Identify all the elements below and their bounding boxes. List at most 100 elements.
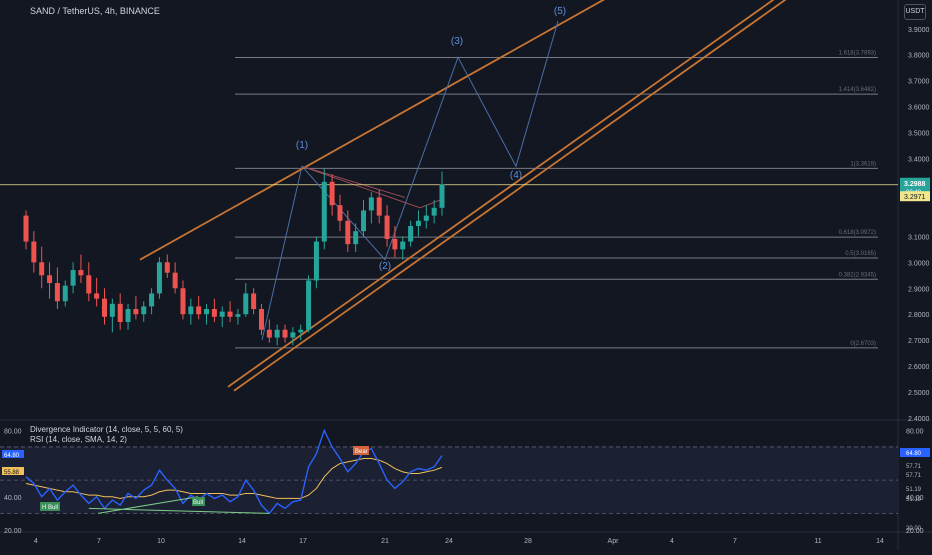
time-tick-label: Apr bbox=[608, 538, 620, 545]
h-bull-marker bbox=[40, 502, 60, 511]
candle-body bbox=[306, 280, 312, 330]
price-tick-label: 2.7000 bbox=[908, 338, 930, 345]
channel-line bbox=[301, 165, 406, 198]
candle-body bbox=[86, 275, 92, 294]
candle-body bbox=[188, 306, 194, 315]
time-tick-label: 10 bbox=[157, 538, 165, 545]
rsi-right-label: 20.00 bbox=[906, 526, 922, 532]
candle-body bbox=[329, 181, 335, 206]
candle-body bbox=[290, 332, 296, 338]
price-tick-label: 3.9000 bbox=[908, 27, 930, 34]
h-bull-label: H Bull bbox=[42, 505, 58, 511]
price-tick-label: 3.4000 bbox=[908, 157, 930, 164]
bear-marker bbox=[353, 446, 369, 455]
candle-body bbox=[415, 220, 421, 226]
candle-body bbox=[125, 309, 131, 322]
candle-body bbox=[141, 306, 147, 315]
candle-body bbox=[361, 210, 367, 232]
candle-body bbox=[101, 298, 107, 317]
fib-level-label: 0.618(3.0972) bbox=[839, 230, 876, 236]
bull-divergence-line bbox=[88, 507, 270, 514]
bull-marker bbox=[192, 497, 205, 506]
divergence-indicator-legend[interactable]: Divergence Indicator (14, close, 5, 5, 6… bbox=[30, 425, 183, 434]
price-tick-label: 2.5000 bbox=[908, 390, 930, 397]
time-tick-label: 24 bbox=[445, 538, 453, 545]
rsi-value-box bbox=[900, 448, 930, 457]
rsi-right-label: 57.71 bbox=[906, 464, 922, 470]
candlestick-series bbox=[23, 168, 445, 346]
price-tick-label: 2.8000 bbox=[908, 312, 930, 319]
rsi-right-label: 57.71 bbox=[906, 473, 922, 479]
channel-line bbox=[419, 199, 441, 209]
time-tick-label: 7 bbox=[97, 538, 101, 545]
elliott-wave[interactable]: (1) (2) (3) (4) (5) bbox=[261, 6, 566, 341]
rsi-left-tick-label: 40.00 bbox=[4, 495, 22, 502]
candle-body bbox=[227, 311, 233, 317]
candle-body bbox=[353, 231, 359, 245]
bull-label: Bull bbox=[193, 500, 203, 506]
candle-body bbox=[47, 275, 53, 284]
candle-body bbox=[31, 241, 37, 263]
channel-line bbox=[301, 165, 421, 209]
time-tick-label: 17 bbox=[299, 538, 307, 545]
candle-body bbox=[376, 197, 382, 216]
fib-level-label: 1(3.3619) bbox=[850, 161, 876, 167]
price-tick-label: 3.0000 bbox=[908, 260, 930, 267]
rsi-legend[interactable]: RSI (14, close, SMA, 14, 2) bbox=[30, 435, 127, 444]
time-tick-label: 28 bbox=[524, 538, 532, 545]
price-tick-label: 2.9000 bbox=[908, 286, 930, 293]
current-price-label: 3.2988 bbox=[904, 181, 926, 188]
symbol-legend[interactable]: SAND / TetherUS, 4h, BINANCE bbox=[30, 6, 160, 16]
price-tick-label: 2.4000 bbox=[908, 416, 930, 423]
candle-body bbox=[180, 288, 186, 315]
candle-body bbox=[94, 293, 100, 299]
rsi-right-label: 51.19 bbox=[906, 487, 922, 493]
candle-body bbox=[298, 329, 304, 333]
price-channel[interactable] bbox=[0, 0, 898, 392]
rsi-right-label: 64.80 bbox=[906, 451, 922, 457]
axes: 3.90003.80003.70003.60003.50003.40003.30… bbox=[2, 27, 930, 545]
candle-body bbox=[117, 303, 123, 322]
price-tick-label: 2.6000 bbox=[908, 364, 930, 371]
candle-body bbox=[204, 309, 210, 315]
candle-body bbox=[321, 181, 327, 242]
currency-badge[interactable]: USDT bbox=[904, 4, 926, 20]
candle-body bbox=[251, 293, 257, 310]
fib-level-label: 0.382(2.9345) bbox=[839, 272, 876, 278]
price-label-2: 3.2971 bbox=[904, 194, 926, 201]
wave-path bbox=[261, 20, 559, 341]
bull-divergence-line-2 bbox=[97, 496, 199, 514]
candle-body bbox=[266, 329, 272, 338]
time-tick-label: 21 bbox=[381, 538, 389, 545]
fib-level-label: 1.618(3.7893) bbox=[839, 50, 876, 56]
candle-body bbox=[368, 197, 374, 211]
rsi-ma-line bbox=[25, 458, 443, 499]
rsi-right-label: 51.19 bbox=[906, 497, 922, 503]
rsi-pane: H Bull Bull Bear bbox=[0, 428, 898, 515]
fibonacci-retracement[interactable]: 1.618(3.7893) 1.414(3.6482) 1(3.3619) 0.618… bbox=[235, 50, 878, 349]
price-tick-label: 3.7000 bbox=[908, 79, 930, 86]
candle-body bbox=[196, 306, 202, 315]
candle-body bbox=[109, 303, 115, 317]
fib-level-label: 0.5(3.0165) bbox=[845, 251, 876, 257]
rsi-tick-label: 80.00 bbox=[906, 428, 924, 435]
candle-body bbox=[243, 293, 249, 315]
candle-body bbox=[235, 314, 241, 317]
candle-body bbox=[392, 238, 398, 250]
candle-body bbox=[431, 207, 437, 216]
price-tick-label: 3.8000 bbox=[908, 53, 930, 60]
candle-body bbox=[274, 329, 280, 338]
candle-body bbox=[133, 309, 139, 315]
time-tick-label: 14 bbox=[876, 538, 884, 545]
candle-body bbox=[39, 262, 45, 276]
candle-body bbox=[219, 311, 225, 317]
fib-level-label: 1.414(3.6482) bbox=[839, 87, 876, 93]
rsi-left-label: 64.80 bbox=[4, 453, 20, 459]
wave-label: (3) bbox=[451, 36, 463, 47]
candle-body bbox=[211, 309, 217, 317]
rsi-left-tick-label: 80.00 bbox=[4, 428, 22, 435]
candle-body bbox=[313, 241, 319, 281]
candle-body bbox=[70, 270, 76, 286]
